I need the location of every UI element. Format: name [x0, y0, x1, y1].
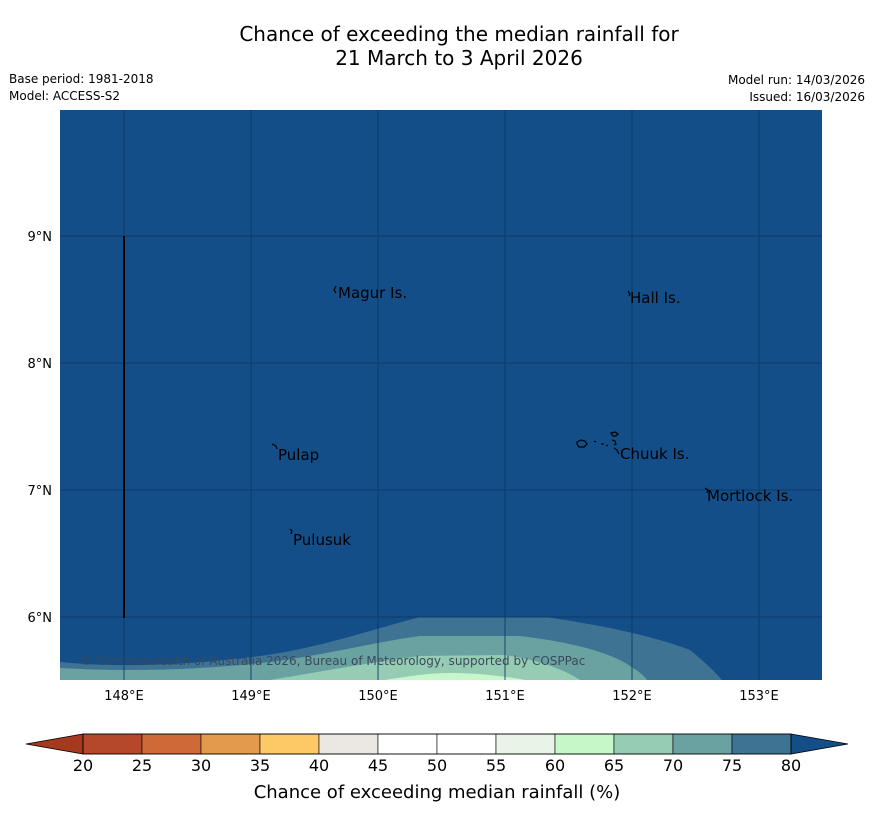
longitude-labels: 148°E 149°E 150°E 151°E 152°E 153°E	[104, 689, 779, 704]
colorbar-segment	[613, 733, 674, 755]
place-labels: Magur Is. Hall Is. Pulap Chuuk Is. Mortl…	[278, 284, 793, 549]
title-line-2: 21 March to 3 April 2026	[335, 46, 583, 70]
label-hall: Hall Is.	[630, 289, 681, 307]
lat-label-7n: 7°N	[28, 484, 53, 499]
colorbar-tick-label: 40	[309, 756, 329, 775]
ocean-background	[60, 110, 822, 680]
island-pulap	[271, 443, 278, 450]
colorbar-segment	[318, 733, 379, 755]
label-pulusuk: Pulusuk	[293, 531, 351, 549]
label-chuuk: Chuuk Is.	[620, 445, 689, 463]
colorbar-tick-label: 65	[604, 756, 624, 775]
colorbar-tick-label: 45	[368, 756, 388, 775]
lon-label-153e: 153°E	[739, 689, 779, 704]
colorbar-title: Chance of exceeding median rainfall (%)	[254, 782, 621, 803]
island-magur	[333, 285, 337, 294]
probability-band-65-70	[270, 655, 580, 680]
lon-label-148e: 148°E	[104, 689, 144, 704]
colorbar-over-arrow	[790, 733, 849, 755]
label-mortlock: Mortlock Is.	[707, 487, 793, 505]
colorbar-segments	[82, 733, 792, 755]
issued-date: Issued: 16/03/2026	[749, 90, 865, 104]
colorbar-frame	[82, 733, 792, 755]
island-chuuk	[576, 431, 620, 455]
colorbar-segment	[554, 733, 615, 755]
colorbar-segment	[495, 733, 556, 755]
colorbar-segment	[672, 733, 733, 755]
title-line-1: Chance of exceeding the median rainfall …	[239, 22, 679, 46]
colorbar-segment	[377, 733, 438, 755]
copyright-notice: © Commonwealth of Australia 2026, Bureau…	[80, 654, 585, 668]
colorbar-segment	[259, 733, 320, 755]
label-pulap: Pulap	[278, 446, 319, 464]
island-mortlock	[704, 487, 709, 494]
lat-label-9n: 9°N	[28, 230, 53, 245]
colorbar-tick-label: 50	[427, 756, 447, 775]
lat-label-6n: 6°N	[28, 611, 53, 626]
colorbar-under-arrow	[25, 733, 84, 755]
latitude-labels: 9°N 8°N 7°N 6°N	[28, 230, 53, 626]
colorbar-segment	[436, 733, 497, 755]
lon-label-150e: 150°E	[358, 689, 398, 704]
island-pulusuk	[289, 528, 293, 535]
colorbar-tick-labels: 20 25 30 35 40 45 50 55 60 65 70 75 80	[73, 756, 801, 775]
colorbar: 20 25 30 35 40 45 50 55 60 65 70 75 80 Chance of exc…	[25, 733, 849, 803]
map-panel: Magur Is. Hall Is. Pulap Chuuk Is. Mortl…	[60, 110, 822, 680]
colorbar-tick-label: 20	[73, 756, 93, 775]
meta-right: Model run: 14/03/2026 Issued: 16/03/2026	[728, 72, 865, 106]
lat-label-8n: 8°N	[28, 357, 53, 372]
lon-label-151e: 151°E	[485, 689, 525, 704]
colorbar-segment	[141, 733, 202, 755]
colorbar-tick-label: 30	[191, 756, 211, 775]
colorbar-tick-label: 60	[545, 756, 565, 775]
colorbar-tick-label: 75	[722, 756, 742, 775]
lon-label-149e: 149°E	[231, 689, 271, 704]
colorbar-tick-label: 70	[663, 756, 683, 775]
lon-label-152e: 152°E	[612, 689, 652, 704]
colorbar-segment	[731, 733, 792, 755]
map-title: Chance of exceeding the median rainfall …	[0, 22, 873, 70]
islands	[271, 285, 709, 535]
colorbar-tick-label: 80	[781, 756, 801, 775]
model-name: Model: ACCESS-S2	[9, 89, 121, 103]
colorbar-tick-label: 25	[132, 756, 152, 775]
label-magur: Magur Is.	[338, 284, 407, 302]
colorbar-tick-label: 55	[486, 756, 506, 775]
base-period: Base period: 1981-2018	[9, 72, 154, 86]
probability-band-60-65	[385, 673, 525, 680]
meta-left: Base period: 1981-2018 Model: ACCESS-S2	[9, 71, 154, 105]
colorbar-segment	[200, 733, 261, 755]
colorbar-segment	[82, 733, 143, 755]
model-run: Model run: 14/03/2026	[727, 73, 865, 87]
island-hall	[627, 290, 631, 297]
colorbar-tick-label: 35	[250, 756, 270, 775]
